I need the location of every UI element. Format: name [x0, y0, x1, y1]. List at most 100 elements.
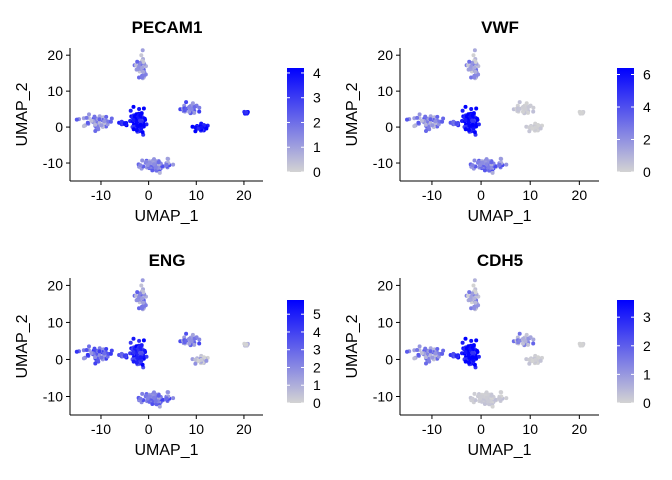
cell-point: [475, 348, 479, 353]
points-layer: [74, 48, 250, 175]
cell-point: [433, 351, 438, 356]
cell-point: [81, 124, 86, 129]
cell-point: [469, 306, 474, 311]
cell-point: [473, 69, 478, 74]
cell-point: [192, 110, 197, 115]
cell-point: [428, 346, 433, 351]
cell-point: [441, 116, 446, 121]
cell-point: [523, 339, 528, 343]
cell-point: [193, 361, 198, 366]
cell-point: [526, 110, 530, 115]
cell-point: [412, 124, 417, 129]
x-tick-label: 0: [477, 187, 485, 203]
cell-point: [97, 117, 102, 122]
cell-point: [472, 130, 477, 135]
cell-point: [463, 359, 468, 364]
legend-colorbar: [287, 300, 304, 403]
y-tick-label: -10: [43, 388, 63, 404]
cell-point: [140, 278, 145, 283]
cell-point: [138, 396, 143, 401]
cell-point: [144, 354, 149, 359]
cell-point: [119, 351, 124, 356]
legend-tick-label: 1: [643, 366, 651, 382]
x-tick-label: 10: [522, 421, 538, 437]
cell-point: [428, 117, 433, 122]
cell-point: [470, 396, 475, 401]
x-axis-label: UMAP_1: [467, 442, 531, 459]
cell-point: [157, 404, 162, 409]
cell-point: [131, 118, 136, 122]
cell-point: [471, 283, 476, 288]
cell-point: [517, 331, 522, 336]
legend-tick-label: 3: [313, 90, 321, 106]
cell-point: [141, 338, 146, 343]
legend-tick-label: 2: [313, 114, 321, 130]
cell-point: [435, 114, 440, 119]
cell-point: [473, 300, 478, 305]
panel-title: PECAM1: [132, 18, 203, 37]
cell-point: [137, 338, 142, 343]
panel-vwf: VWF -10 0 10 20 -10 0 10 20 UMAP_1 UMAP_2 0 2 4 6: [344, 18, 651, 225]
cell-point: [467, 355, 472, 360]
cell-point: [156, 160, 161, 165]
cell-point: [140, 391, 145, 396]
cell-point: [490, 404, 495, 409]
cell-point: [497, 162, 502, 167]
cell-point: [138, 345, 143, 350]
cell-point: [454, 353, 459, 358]
cell-point: [134, 293, 139, 298]
cell-point: [484, 390, 489, 395]
cell-point: [471, 53, 476, 58]
cell-point: [199, 125, 204, 130]
y-tick-label: 10: [47, 314, 63, 330]
legend-tick-label: 0: [643, 164, 651, 180]
cell-point: [119, 119, 124, 124]
x-tick-label: 20: [236, 421, 252, 437]
cell-point: [440, 351, 445, 356]
cell-point: [497, 396, 502, 401]
cell-point: [184, 100, 189, 105]
cell-point: [138, 118, 142, 123]
cell-point: [472, 278, 477, 283]
cell-point: [498, 390, 503, 395]
cell-point: [193, 129, 198, 134]
cell-point: [405, 117, 409, 122]
cell-point: [147, 394, 152, 399]
cell-point: [476, 354, 481, 359]
x-tick-label: 10: [188, 421, 204, 437]
cell-point: [441, 348, 446, 353]
x-axis-label: UMAP_1: [134, 442, 198, 459]
cell-point: [137, 107, 142, 111]
cell-point: [97, 114, 102, 119]
x-tick-label: -10: [422, 421, 442, 437]
y-axis-label: UMAP_2: [344, 314, 361, 378]
cell-point: [244, 110, 249, 115]
cell-point: [538, 358, 543, 363]
cell-point: [99, 123, 104, 128]
legend-tick-label: 1: [313, 139, 321, 155]
cell-point: [531, 341, 536, 346]
cell-point: [104, 114, 109, 119]
cell-point: [469, 338, 474, 343]
cell-point: [484, 162, 489, 167]
cell-point: [460, 340, 465, 345]
cell-point: [137, 295, 142, 300]
cell-point: [424, 361, 428, 366]
color-legend: 0 1 2 3 4: [287, 65, 321, 180]
legend-tick-label: 1: [313, 377, 321, 393]
cell-point: [89, 118, 94, 123]
cell-point: [430, 355, 435, 360]
cell-point: [423, 346, 428, 351]
cell-point: [135, 123, 140, 128]
x-tick-label: 20: [236, 187, 252, 203]
cell-point: [153, 398, 158, 403]
panel-title: VWF: [481, 18, 519, 37]
cell-point: [527, 361, 532, 366]
cell-point: [131, 359, 136, 364]
panel-title: ENG: [149, 251, 186, 270]
cell-point: [189, 107, 194, 112]
cell-point: [467, 123, 472, 128]
cell-point: [474, 338, 479, 343]
panel-title: CDH5: [477, 251, 523, 270]
